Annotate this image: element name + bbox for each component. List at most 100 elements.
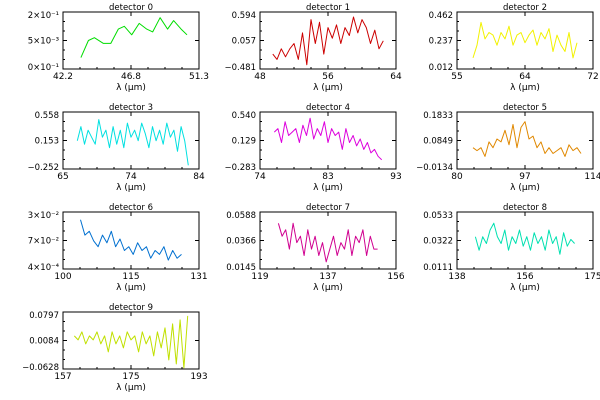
plot-frame [62, 11, 200, 70]
x-tick-label: 119 [251, 272, 268, 282]
data-series-line [472, 21, 578, 59]
x-axis-label: λ (μm) [116, 183, 146, 193]
y-tick-label: 0.0145 [226, 263, 256, 273]
panel-title: detector 0 [109, 3, 153, 13]
panel-title: detector 7 [306, 203, 350, 213]
y-tick-label: −0.283 [225, 163, 256, 173]
x-axis-label: λ (μm) [313, 183, 343, 193]
x-tick-label: 193 [190, 372, 207, 382]
plot-frame [259, 11, 397, 70]
y-tick-label: 0.1833 [423, 111, 453, 121]
data-series-line [76, 119, 189, 166]
x-axis-label: λ (μm) [313, 83, 343, 93]
y-tick-label: 2×10⁻¹ [28, 11, 59, 21]
x-tick-label: 48 [254, 72, 266, 82]
y-tick-label: 0.462 [429, 11, 453, 21]
x-tick-label: 74 [125, 172, 137, 182]
x-axis-label: λ (μm) [116, 283, 146, 293]
x-tick-label: 42.2 [53, 72, 73, 82]
panel-title: detector 6 [109, 203, 153, 213]
data-series-line [80, 17, 188, 58]
y-tick-label: 0.012 [429, 63, 453, 73]
y-tick-label: −0.0628 [22, 363, 59, 373]
x-axis-label: λ (μm) [510, 83, 540, 93]
x-axis-label: λ (μm) [116, 83, 146, 93]
x-axis-label: λ (μm) [510, 283, 540, 293]
x-tick-label: 138 [448, 272, 465, 282]
y-tick-label: 0.0588 [226, 211, 256, 221]
x-tick-label: 65 [57, 172, 68, 182]
panel-title: detector 4 [306, 103, 350, 113]
detector-panel: detector 6 100 115 131 4×10⁻⁴ 7×10⁻² 3×10⁻² λ (… [28, 203, 208, 293]
plot-frame [62, 211, 200, 270]
x-tick-label: 115 [122, 272, 139, 282]
y-tick-label: 0.0322 [423, 237, 453, 247]
panel-title: detector 3 [109, 103, 153, 113]
data-series-line [277, 222, 378, 263]
y-tick-label: 0.540 [232, 111, 256, 121]
y-tick-label: 3×10⁻² [28, 211, 59, 221]
x-tick-label: 72 [587, 72, 598, 82]
x-tick-label: 137 [319, 272, 336, 282]
x-tick-label: 51.3 [189, 72, 209, 82]
y-tick-label: 0.237 [429, 37, 453, 47]
y-tick-label: 4×10⁻⁴ [28, 263, 60, 273]
panel-title: detector 9 [109, 303, 153, 313]
y-tick-label: −0.252 [28, 163, 59, 173]
panel-title: detector 1 [306, 3, 350, 13]
y-tick-label: 5×10⁻³ [28, 37, 59, 47]
detector-panel: detector 8 138 156 175 0.0111 0.0322 0.0533 λ (… [423, 203, 600, 293]
x-axis-label: λ (μm) [313, 283, 343, 293]
x-tick-label: 156 [516, 272, 533, 282]
y-tick-label: 0.594 [232, 11, 256, 21]
x-tick-label: 157 [54, 372, 71, 382]
x-tick-label: 114 [584, 172, 600, 182]
x-axis-label: λ (μm) [510, 183, 540, 193]
panel-title: detector 2 [503, 3, 547, 13]
y-tick-label: 0.0084 [29, 337, 59, 347]
x-tick-label: 83 [322, 172, 333, 182]
data-series-line [80, 219, 182, 261]
x-tick-label: 74 [254, 172, 266, 182]
x-tick-label: 100 [54, 272, 71, 282]
detector-panel: detector 4 74 83 93 −0.283 0.129 0.540 λ (μm) [225, 103, 402, 193]
x-tick-label: 55 [451, 72, 462, 82]
x-tick-label: 64 [390, 72, 402, 82]
detector-panel: detector 1 48 56 64 −0.481 0.057 0.594 λ (μm) [225, 3, 402, 93]
data-series-line [474, 222, 575, 255]
y-tick-label: 0.0849 [423, 137, 453, 147]
detector-panel: detector 0 42.2 46.8 51.3 0×10⁻¹ 5×10⁻³ 2×10⁻¹… [28, 3, 209, 93]
x-axis-label: λ (μm) [116, 383, 146, 393]
y-tick-label: 0.0366 [226, 237, 256, 247]
x-tick-label: 97 [519, 172, 530, 182]
data-series-line [73, 315, 189, 369]
x-tick-label: 93 [390, 172, 401, 182]
y-tick-label: −0.481 [225, 63, 256, 73]
x-tick-label: 175 [122, 372, 139, 382]
x-tick-label: 64 [519, 72, 531, 82]
data-series-line [472, 121, 582, 157]
y-tick-label: 0.0533 [423, 211, 453, 221]
y-tick-label: 0.0797 [29, 311, 59, 321]
y-tick-label: −0.0134 [416, 163, 453, 173]
plot-frame [456, 111, 594, 170]
x-tick-label: 84 [193, 172, 205, 182]
y-tick-label: 0.153 [35, 137, 59, 147]
y-tick-label: 7×10⁻² [28, 237, 59, 247]
x-tick-label: 156 [387, 272, 404, 282]
detector-panel: detector 7 119 137 156 0.0145 0.0366 0.0588 λ (… [226, 203, 405, 293]
x-tick-label: 56 [322, 72, 334, 82]
detector-panel: detector 5 80 97 114 −0.0134 0.0849 0.1833 λ (μ… [416, 103, 600, 193]
data-series-line [273, 117, 383, 161]
y-tick-label: 0.057 [232, 37, 256, 47]
x-tick-label: 131 [190, 272, 207, 282]
panel-title: detector 5 [503, 103, 547, 113]
x-tick-label: 175 [584, 272, 600, 282]
y-tick-label: 0.129 [232, 137, 256, 147]
y-tick-label: 0.558 [35, 111, 59, 121]
x-tick-label: 46.8 [121, 72, 141, 82]
data-series-line [272, 16, 384, 66]
x-tick-label: 80 [451, 172, 463, 182]
panel-title: detector 8 [503, 203, 547, 213]
